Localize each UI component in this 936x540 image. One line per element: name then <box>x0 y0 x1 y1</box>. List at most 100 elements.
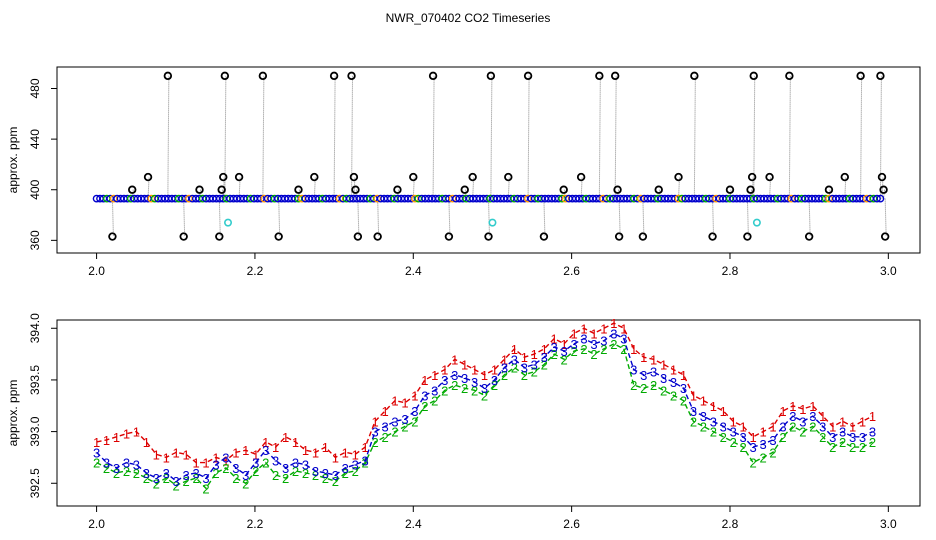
series-2-marker: 2 <box>312 468 319 483</box>
series-1-marker: 1 <box>133 425 140 440</box>
outlier-point <box>486 71 496 81</box>
outlier-trace <box>147 177 150 199</box>
series-3-marker: 3 <box>282 461 289 476</box>
series-1-marker: 1 <box>769 419 776 434</box>
series-2-marker: 2 <box>630 378 637 393</box>
series-2-marker: 2 <box>113 466 120 481</box>
series-2-marker: 2 <box>93 456 100 471</box>
series-1-marker: 1 <box>700 394 707 409</box>
series-2-marker: 2 <box>660 383 667 398</box>
series-1-marker: 1 <box>272 440 279 455</box>
bottom-x-tick-label: 2.2 <box>247 517 264 531</box>
series-1-marker: 1 <box>192 456 199 471</box>
top-x-tick-label: 2.8 <box>722 264 739 278</box>
series-3-marker: 3 <box>431 383 438 398</box>
series-2-marker: 2 <box>799 425 806 440</box>
outlier-point <box>576 172 586 182</box>
series-3-marker: 3 <box>202 471 209 486</box>
series-3-marker: 3 <box>352 458 359 473</box>
series-3-marker: 3 <box>869 425 876 440</box>
top-y-tick-label: 480 <box>28 78 42 98</box>
series-3-marker: 3 <box>232 461 239 476</box>
baseline-point <box>873 194 881 203</box>
series-1-marker: 1 <box>332 450 339 465</box>
outlier-trace <box>598 75 601 199</box>
series-1-marker: 1 <box>819 409 826 424</box>
series-line-3 <box>96 332 873 483</box>
series-1-marker: 1 <box>153 447 160 462</box>
bottom-x-tick-label: 2.0 <box>88 517 105 531</box>
series-1-marker: 1 <box>182 447 189 462</box>
outlier-point <box>785 71 794 81</box>
series-1-marker: 1 <box>282 430 289 445</box>
series-3-marker: 3 <box>182 468 189 483</box>
series-1-marker: 1 <box>690 388 697 403</box>
series-2-marker: 2 <box>123 464 130 479</box>
bottom-plot-frame <box>56 319 921 507</box>
series-3-marker: 3 <box>372 425 379 440</box>
series-2-marker: 2 <box>322 471 329 486</box>
chart-title: NWR_070402 CO2 Timeseries <box>386 11 551 25</box>
series-1-marker: 1 <box>759 425 766 440</box>
outlier-point <box>373 232 382 241</box>
outlier-point <box>428 71 438 81</box>
outlier-point <box>217 185 226 194</box>
series-2-marker: 2 <box>262 456 269 471</box>
series-3-marker: 3 <box>471 375 478 390</box>
series-3-marker: 3 <box>252 456 259 471</box>
outlier-point <box>690 71 699 81</box>
series-3-marker: 3 <box>292 456 299 471</box>
series-2-marker: 2 <box>173 478 180 493</box>
series-2-marker: 2 <box>620 342 627 357</box>
series-1-marker: 1 <box>491 363 498 378</box>
series-3-marker: 3 <box>212 458 219 473</box>
series-3-marker: 3 <box>551 340 558 355</box>
series-1-marker: 1 <box>93 435 100 450</box>
outlier-trace <box>377 198 380 237</box>
series-1-marker: 1 <box>600 321 607 336</box>
series-line-2 <box>96 343 873 490</box>
series-1-marker: 1 <box>720 404 727 419</box>
series-3-marker: 3 <box>710 414 717 429</box>
series-3-marker: 3 <box>839 425 846 440</box>
outlier-trace <box>693 75 696 199</box>
series-3-marker: 3 <box>362 454 369 469</box>
series-1-marker: 1 <box>441 363 448 378</box>
series-2-marker: 2 <box>680 394 687 409</box>
outlier-trace <box>860 75 863 199</box>
series-1-marker: 1 <box>342 445 349 460</box>
series-2-marker: 2 <box>779 430 786 445</box>
bottom-y-tick-label: 392.5 <box>28 468 42 498</box>
outlier-trace <box>333 75 336 199</box>
series-2-marker: 2 <box>391 425 398 440</box>
outlier-point <box>215 232 224 241</box>
outlier-trace <box>183 198 186 237</box>
series-3-marker: 3 <box>242 468 249 483</box>
series-1-marker: 1 <box>322 440 329 455</box>
series-3-marker: 3 <box>769 433 776 448</box>
series-3-marker: 3 <box>680 381 687 396</box>
series-2-marker: 2 <box>451 378 458 393</box>
outlier-point <box>468 172 477 182</box>
series-2-marker: 2 <box>541 357 548 372</box>
series-1-marker: 1 <box>839 414 846 429</box>
series-1-marker: 1 <box>750 430 757 445</box>
series-2-marker: 2 <box>282 471 289 486</box>
series-2-marker: 2 <box>531 365 538 380</box>
series-2-marker: 2 <box>431 394 438 409</box>
series-2-marker: 2 <box>561 352 568 367</box>
series-1-marker: 1 <box>163 450 170 465</box>
top-x-tick-label: 2.2 <box>247 264 264 278</box>
outlier-trace <box>617 189 620 199</box>
baseline-point <box>876 194 885 203</box>
series-2-marker: 2 <box>292 464 299 479</box>
cyan-point <box>488 218 497 227</box>
outlier-point <box>351 185 360 194</box>
series-1-marker: 1 <box>401 396 408 411</box>
series-3-marker: 3 <box>391 414 398 429</box>
series-2-marker: 2 <box>302 466 309 481</box>
outlier-point <box>840 172 849 182</box>
series-1-marker: 1 <box>710 399 717 414</box>
series-3-marker: 3 <box>640 368 647 383</box>
series-2-marker: 2 <box>710 425 717 440</box>
